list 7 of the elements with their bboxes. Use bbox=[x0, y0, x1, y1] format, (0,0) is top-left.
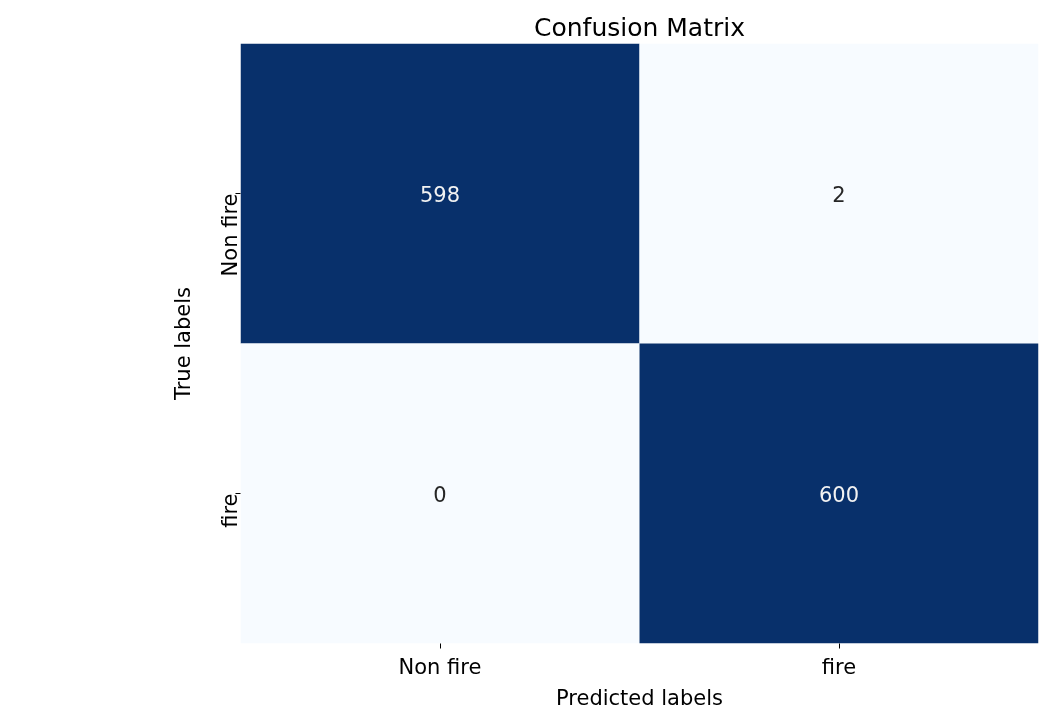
x-axis-title: Predicted labels bbox=[556, 685, 724, 710]
data-label: 598 bbox=[419, 182, 461, 207]
chart-title: Confusion Matrix bbox=[533, 12, 746, 42]
data-label: 0 bbox=[433, 482, 447, 507]
y-axis-title: True labels bbox=[170, 286, 195, 401]
data-label: 2 bbox=[832, 182, 846, 207]
data-label: 600 bbox=[818, 482, 860, 507]
